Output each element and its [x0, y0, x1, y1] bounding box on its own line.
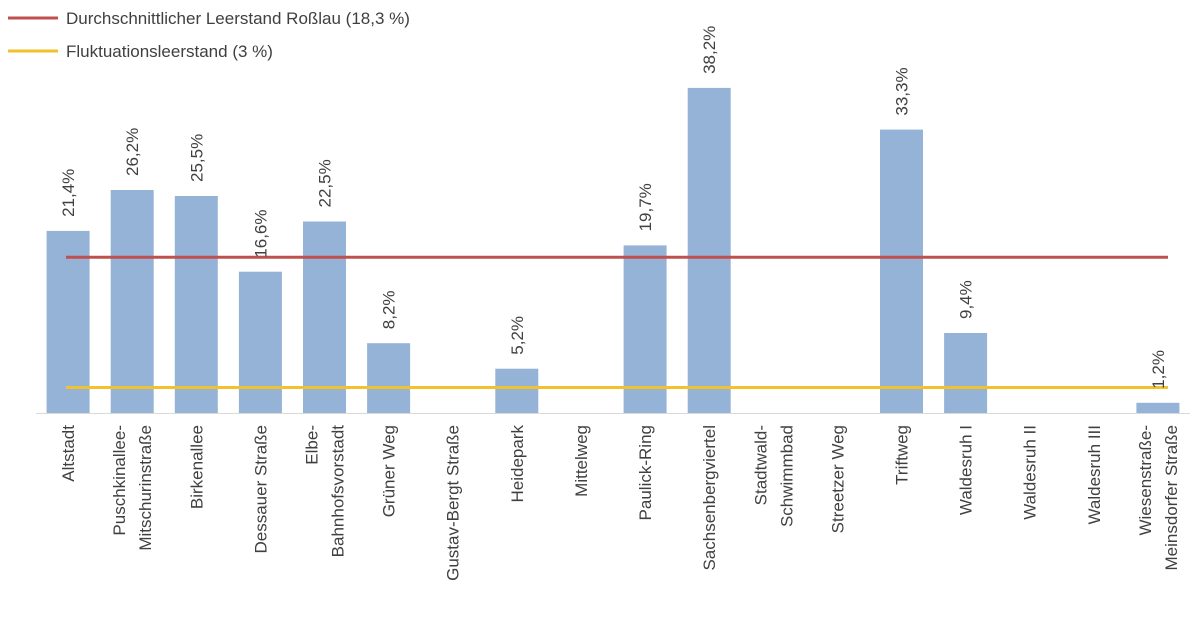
category-label-3: Birkenallee	[187, 425, 206, 509]
category-label-6: Grüner Weg	[380, 425, 399, 517]
category-labels: Altstadt Puschkinallee- Mitschurinstraße Bi…	[59, 425, 1181, 581]
category-label-16: Waldesruh II	[1021, 425, 1040, 520]
value-label-4: 16,6%	[251, 209, 270, 257]
value-label-10: 19,7%	[636, 183, 655, 231]
bar-1	[46, 230, 90, 413]
category-label-8: Heidepark	[508, 425, 527, 503]
category-label-4: Dessauer Straße	[251, 425, 270, 554]
category-label-5-line-1: Elbe-	[303, 425, 322, 465]
category-label-15: Waldesruh I	[957, 425, 976, 515]
value-label-2: 26,2%	[123, 128, 142, 176]
category-label-12-line-2: Schwimmbad	[777, 425, 796, 527]
legend: Durchschnittlicher Leerstand Roßlau (18,…	[8, 9, 410, 61]
bar-2	[110, 190, 154, 413]
value-label-3: 25,5%	[187, 134, 206, 182]
category-label-9: Mittelweg	[572, 425, 591, 497]
category-label-18-line-2: Meinsdorfer Straße	[1162, 425, 1181, 571]
value-label-15: 9,4%	[957, 280, 976, 319]
bars	[46, 87, 1180, 414]
legend-label-2: Fluktuationsleerstand (3 %)	[66, 42, 273, 61]
category-label-13: Streetzer Weg	[828, 425, 847, 533]
bar-11	[687, 87, 731, 414]
bar-10	[623, 245, 667, 413]
legend-label-1: Durchschnittlicher Leerstand Roßlau (18,…	[66, 9, 410, 28]
bar-5	[303, 221, 346, 413]
value-labels: 21,4% 26,2% 25,5% 16,6% 22,5% 8,2% 5,2% 19,7% 38…	[59, 26, 1168, 389]
bar-6	[367, 343, 411, 413]
reference-lines	[66, 255, 1168, 389]
value-label-1: 21,4%	[59, 169, 78, 217]
category-label-11: Sachsenbergviertel	[700, 425, 719, 571]
bar-4	[238, 271, 282, 413]
bar-18	[1136, 402, 1180, 413]
value-label-11: 38,2%	[700, 26, 719, 74]
category-label-10: Paulick-Ring	[636, 425, 655, 520]
category-label-5-line-2: Bahnhofsvorstadt	[329, 425, 348, 558]
category-label-18-line-1: Wiesenstraße-	[1136, 425, 1155, 536]
bar-14	[880, 129, 923, 413]
value-label-18: 1,2%	[1149, 350, 1168, 389]
value-label-14: 33,3%	[893, 67, 912, 115]
category-label-1: Altstadt	[59, 425, 78, 482]
bar-15	[944, 333, 988, 413]
category-label-2-line-2: Mitschurinstraße	[136, 425, 155, 551]
bar-3	[174, 196, 218, 413]
category-label-7: Gustav-Bergt Straße	[444, 425, 463, 581]
category-label-2-line-1: Puschkinallee-	[110, 425, 129, 536]
category-label-12-line-1: Stadtwald-	[751, 425, 770, 505]
category-label-17: Waldesruh III	[1085, 425, 1104, 525]
bar-8	[495, 368, 539, 413]
value-label-5: 22,5%	[316, 159, 335, 207]
value-label-8: 5,2%	[508, 316, 527, 355]
category-label-14: Triftweg	[893, 425, 912, 485]
value-label-6: 8,2%	[380, 290, 399, 329]
